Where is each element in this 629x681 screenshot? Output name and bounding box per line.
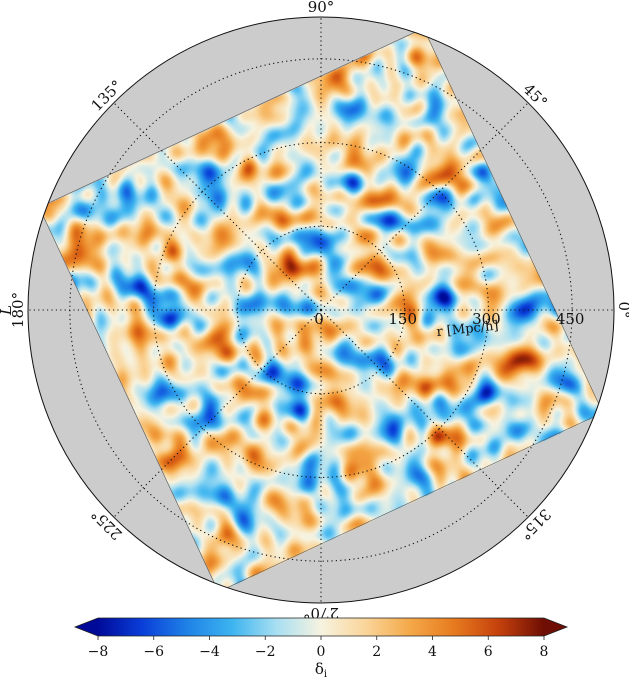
radial-tick-label: 0 — [314, 310, 324, 328]
angular-tick-label: 0° — [615, 301, 629, 318]
polar-outer-frame — [27, 16, 615, 604]
radial-tick-label: 300 — [472, 310, 501, 328]
colorbar-tick-label: −4 — [199, 644, 220, 660]
colorbar-tick-label: 4 — [428, 644, 437, 660]
colorbar-tick-label: −6 — [143, 644, 164, 660]
radial-tick-label: 150 — [388, 310, 417, 328]
radial-tick-labels: 0 150 300 450 — [314, 310, 584, 328]
colorbar: −8 −6 −4 −2 0 2 4 6 8 — [73, 617, 569, 660]
colorbar-ramp — [98, 618, 544, 636]
colorbar-tick-label: 2 — [372, 644, 381, 660]
polar-grid — [28, 17, 614, 603]
radial-tick-label: 450 — [556, 310, 585, 328]
colorbar-tick-label: 6 — [484, 644, 493, 660]
colorbar-tick-label: −2 — [255, 644, 276, 660]
angular-tick-label: 180° — [9, 292, 27, 328]
colorbar-ticks: −8 −6 −4 −2 0 2 4 6 8 — [88, 636, 549, 660]
angular-grid-line — [320, 102, 529, 311]
colorbar-tick-label: 0 — [317, 644, 326, 660]
angular-axis-label: L — [0, 305, 15, 316]
angular-grid-line — [320, 309, 529, 518]
colorbar-tick-label: −8 — [88, 644, 109, 660]
colorbar-label: δi — [315, 660, 327, 680]
colorbar-extend-low — [75, 618, 98, 636]
colorbar-extend-high — [544, 618, 567, 636]
angular-tick-label: 270° — [303, 604, 339, 622]
angular-grid-line — [113, 309, 322, 518]
angular-tick-label: 90° — [308, 0, 335, 16]
angular-grid-line — [113, 102, 322, 311]
radial-axis-label: r [Mpc/h] — [436, 319, 499, 340]
colorbar-tick-label: 8 — [540, 644, 549, 660]
